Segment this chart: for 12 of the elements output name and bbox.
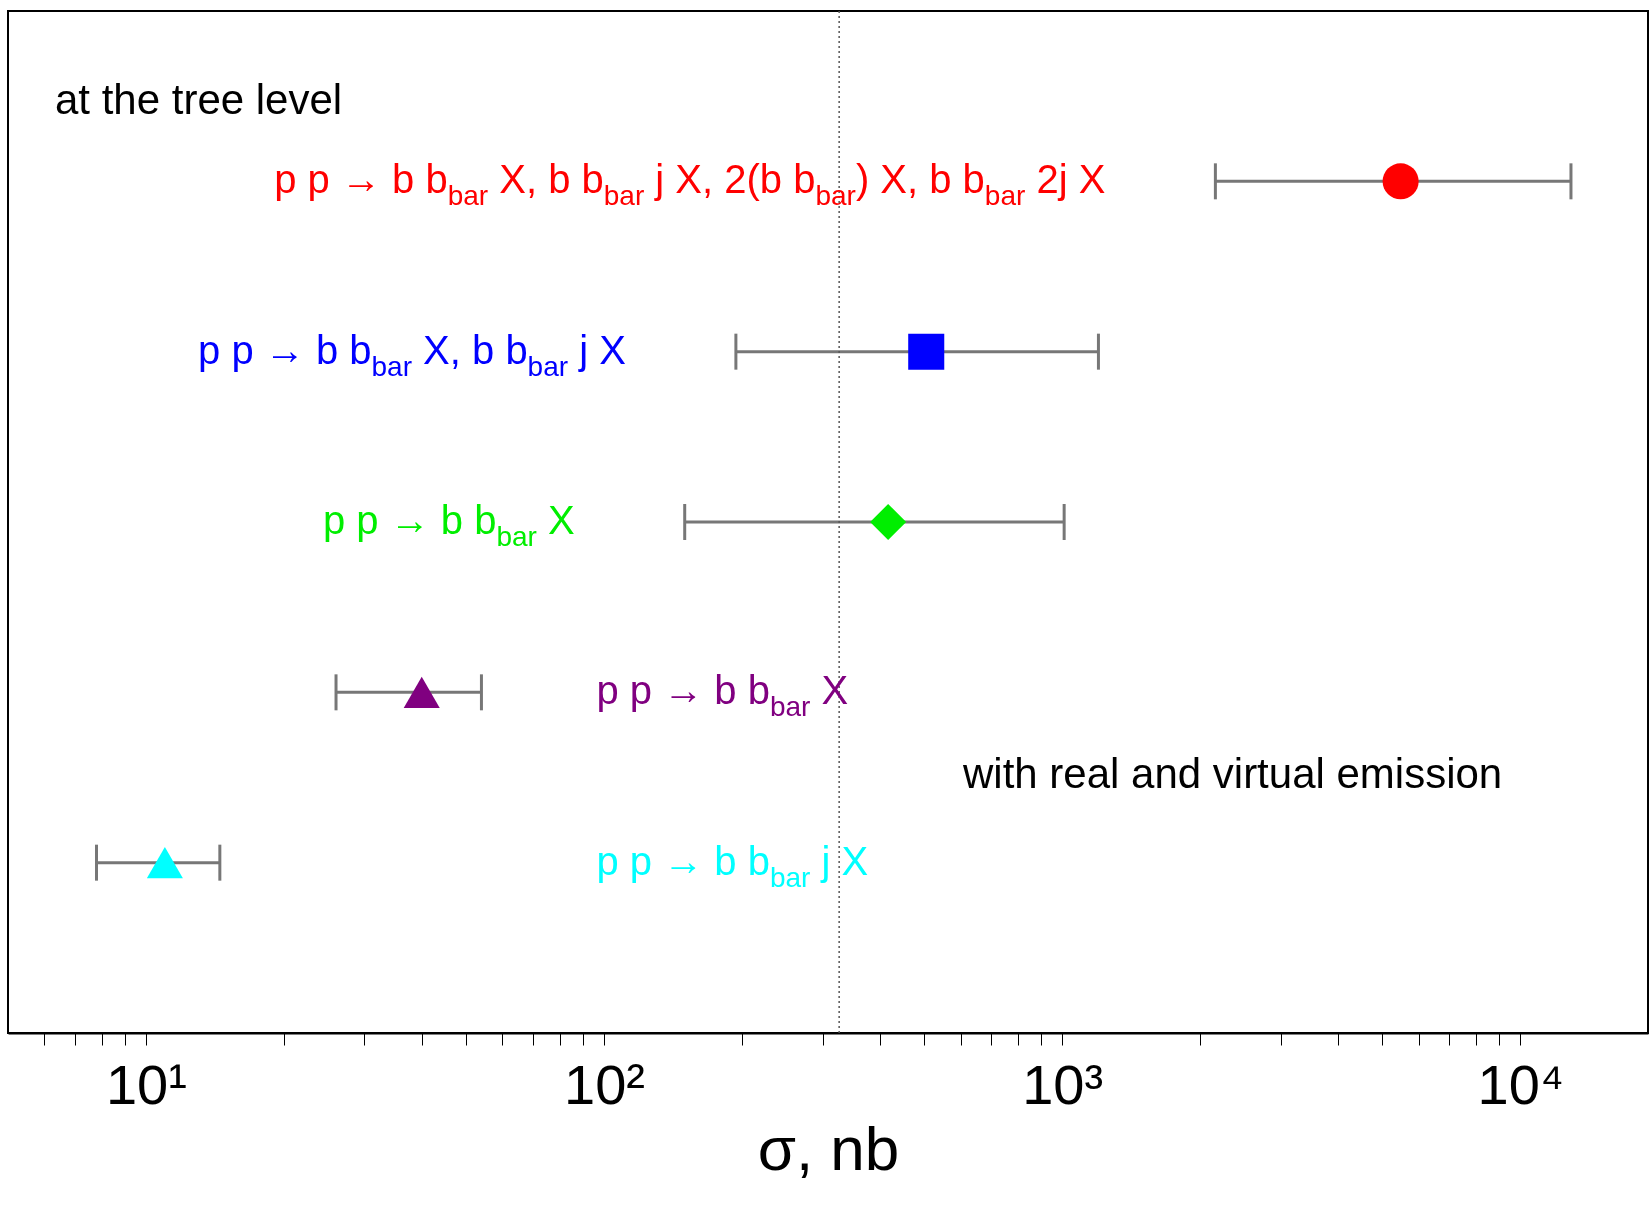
text: p p → b b$_{bar}$ X, b b$_{bar}$ j X	[198, 327, 626, 382]
text: p p → b b$_{bar}$ X	[596, 668, 849, 723]
x-tick-label: 10⁴	[1477, 1052, 1564, 1116]
x-tick-label: 10³	[1022, 1052, 1104, 1116]
x-tick-label: 10²	[564, 1052, 646, 1116]
annotation: with real and virtual emission	[962, 750, 1503, 797]
x-axis-title: σ, nb	[757, 1113, 900, 1183]
annotation: at the tree level	[55, 76, 343, 123]
text: p p → b b$_{bar}$ j X	[596, 838, 869, 893]
text: p p → b b$_{bar}$ X, b b$_{bar}$ j X, 2(b b$_{bar}$) X, b b$_{bar}$ 2j X	[274, 157, 1106, 212]
text: p p → b b$_{bar}$ X	[323, 498, 575, 552]
x-tick-label: 10¹	[105, 1052, 187, 1116]
